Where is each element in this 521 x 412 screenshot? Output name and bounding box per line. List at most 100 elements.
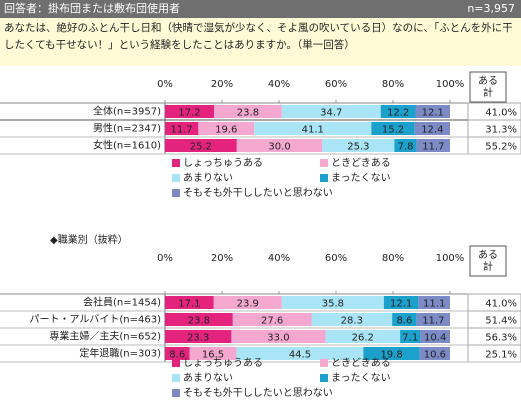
category-label: パート・アルバイト(n=463) <box>29 314 161 326</box>
bar-segment <box>416 313 450 326</box>
bar-segment <box>165 139 237 152</box>
legend-swatch <box>320 159 328 167</box>
total-label: 41.0% <box>485 108 517 119</box>
totals-header-box <box>469 245 507 277</box>
bar-segment <box>392 313 417 326</box>
value-label: 10.6 <box>424 350 446 361</box>
legend-label: まったくない <box>331 172 391 184</box>
bar-segment <box>400 330 421 343</box>
bar-segment <box>213 296 282 309</box>
bar-segment <box>254 122 372 135</box>
totals-header: 計 <box>483 260 493 273</box>
value-label: 10.4 <box>424 333 446 344</box>
x-tick-label: 40% <box>268 253 290 264</box>
bar-segment <box>325 330 401 343</box>
bar-segment <box>415 105 450 118</box>
value-label: 19.6 <box>215 125 237 136</box>
value-label: 7.1 <box>402 333 418 344</box>
bar-segment <box>414 122 450 135</box>
legend-label: あまりない <box>183 372 233 384</box>
value-label: 16.5 <box>202 350 224 361</box>
value-label: 7.8 <box>398 142 414 153</box>
respondents: 回答者：掛布団または敷布団使用者 <box>4 2 180 15</box>
value-label: 23.8 <box>188 316 210 327</box>
legend-label: そもそも外干ししたいと思わない <box>183 387 333 399</box>
bar-segment <box>281 296 384 309</box>
x-tick-label: 80% <box>382 253 404 264</box>
bar-segment <box>165 296 214 309</box>
bar-segment <box>189 347 237 360</box>
value-label: 25.2 <box>190 142 212 153</box>
x-tick-label: 40% <box>268 79 290 90</box>
value-label: 11.7 <box>171 125 193 136</box>
bar-segment <box>418 296 450 309</box>
total-label: 51.4% <box>485 316 517 327</box>
totals-header: ある <box>478 249 498 261</box>
header-bar: 回答者：掛布団または敷布団使用者 n=3,957 <box>0 0 521 18</box>
bar-segment <box>165 105 215 118</box>
bar-segment <box>380 105 416 118</box>
bar-segment <box>231 330 326 343</box>
value-label: 15.2 <box>382 125 404 136</box>
legend-swatch <box>172 189 180 197</box>
value-label: 12.1 <box>390 299 412 310</box>
bar-segment <box>232 313 312 326</box>
x-tick-label: 100% <box>436 253 465 264</box>
legend-label: そもそも外干ししたいと思わない <box>183 187 333 199</box>
value-label: 27.6 <box>261 316 283 327</box>
category-label: 全体(n=3957) <box>93 105 161 118</box>
x-tick-label: 20% <box>211 253 233 264</box>
value-label: 23.3 <box>187 333 209 344</box>
legend-swatch <box>172 389 180 397</box>
x-tick-label: 0% <box>157 79 173 90</box>
legend-swatch <box>172 159 180 167</box>
legend-label: まったくない <box>331 372 391 384</box>
value-label: 17.2 <box>178 108 200 119</box>
category-label: 定年退職(n=303) <box>79 347 161 360</box>
totals-header-box <box>469 71 507 103</box>
legend-label: しょっちゅうある <box>183 357 263 369</box>
value-label: 23.9 <box>237 299 259 310</box>
question: あなたは、絶好のふとん干し日和（快晴で湿気が少なく、そよ風の吹いている日）なのに… <box>0 18 521 66</box>
category-label: 女性(n=1610) <box>93 139 161 152</box>
bar-segment <box>214 105 282 118</box>
value-label: 11.7 <box>422 142 444 153</box>
total-label: 25.1% <box>485 350 517 361</box>
bar-segment <box>281 105 381 118</box>
value-label: 34.7 <box>320 108 342 119</box>
value-label: 8.6 <box>169 350 185 361</box>
x-tick-label: 60% <box>325 253 347 264</box>
legend-swatch <box>320 359 328 367</box>
totals-header: ある <box>478 75 498 87</box>
totals-header: 計 <box>483 86 493 99</box>
category-label: 会社員(n=1454) <box>83 296 161 309</box>
legend-swatch <box>172 174 180 182</box>
total-label: 41.0% <box>485 299 517 310</box>
legend-label: ときどきある <box>331 357 391 369</box>
value-label: 12.2 <box>387 108 409 119</box>
bar-segment <box>311 313 393 326</box>
x-tick-label: 20% <box>211 79 233 90</box>
value-label: 25.3 <box>347 142 369 153</box>
section-label: ◆職業別（抜粋） <box>50 233 128 246</box>
bar-segment <box>363 347 420 360</box>
legend-swatch <box>172 374 180 382</box>
value-label: 26.2 <box>352 333 374 344</box>
value-label: 11.1 <box>423 299 445 310</box>
bar-segment <box>236 139 323 152</box>
x-tick-label: 80% <box>382 79 404 90</box>
total-label: 56.3% <box>485 333 517 344</box>
x-tick-label: 0% <box>157 253 173 264</box>
bar-segment <box>236 347 364 360</box>
value-label: 12.1 <box>422 108 444 119</box>
bar-segment <box>419 347 450 360</box>
x-tick-label: 100% <box>436 79 465 90</box>
bar-segment <box>371 122 415 135</box>
value-label: 23.8 <box>237 108 259 119</box>
value-label: 44.5 <box>289 350 311 361</box>
total-label: 31.3% <box>485 125 517 136</box>
value-label: 35.8 <box>322 299 344 310</box>
bar-segment <box>383 296 419 309</box>
